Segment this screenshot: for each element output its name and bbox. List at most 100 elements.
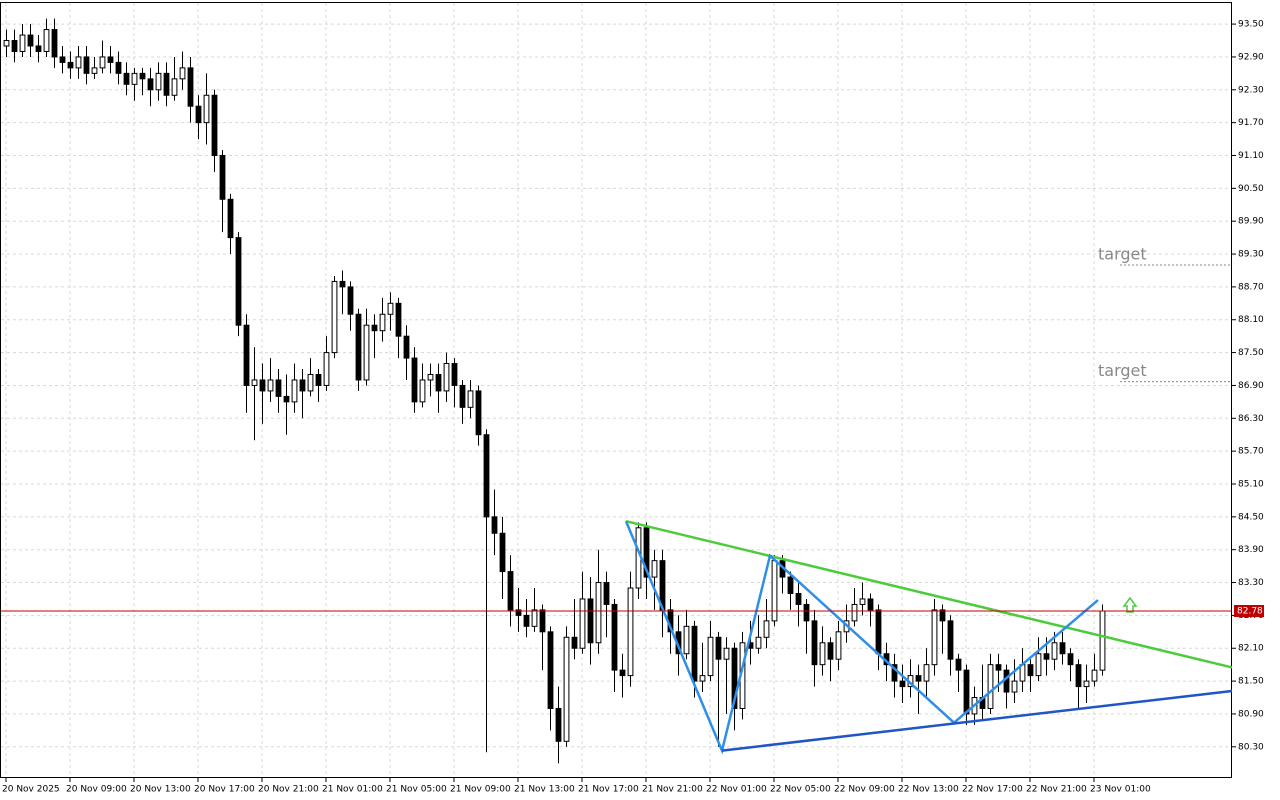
candle-body — [1083, 680, 1090, 688]
y-tick-label: 87.50 — [1238, 348, 1264, 358]
candle-body — [547, 631, 554, 709]
y-tick-label: 83.90 — [1238, 545, 1264, 555]
candle-body — [587, 598, 594, 644]
x-tick-label: 21 Nov 17:00 — [578, 785, 639, 795]
candle-body — [611, 603, 618, 671]
candle-body — [91, 67, 98, 74]
candle-body — [555, 707, 562, 742]
candle-body — [1067, 653, 1074, 666]
current-price-box — [1234, 605, 1264, 618]
y-tick-label: 85.10 — [1238, 479, 1264, 489]
candle-body — [59, 56, 66, 63]
candle-body — [787, 576, 794, 594]
candle-body — [763, 620, 770, 638]
candle-body — [1011, 680, 1018, 693]
candle-body — [1035, 653, 1042, 677]
candle-body — [163, 72, 170, 96]
candle-body — [955, 658, 962, 671]
candle-body — [155, 72, 162, 91]
candle-body — [803, 603, 810, 622]
candle-body — [1091, 669, 1098, 682]
candle-body — [35, 45, 42, 52]
candle-body — [355, 313, 362, 381]
candle-body — [619, 669, 626, 677]
y-tick-label: 89.90 — [1238, 217, 1264, 227]
candle-body — [43, 29, 50, 52]
candle-body — [531, 609, 538, 627]
candle-body — [315, 373, 322, 386]
x-tick-label: 21 Nov 21:00 — [642, 785, 703, 795]
candle-body — [243, 324, 250, 386]
candle-body — [483, 434, 490, 518]
candle-body — [443, 363, 450, 392]
candle-body — [851, 603, 858, 622]
candle-body — [3, 40, 10, 47]
y-tick-label: 90.50 — [1238, 184, 1264, 194]
y-tick-label: 86.90 — [1238, 381, 1264, 391]
candle-body — [707, 636, 714, 677]
candle-body — [379, 313, 386, 332]
candle-body — [363, 324, 370, 381]
candle-body — [467, 390, 474, 408]
candle-body — [1027, 664, 1034, 677]
candle-body — [347, 286, 354, 315]
y-tick-label: 88.70 — [1238, 282, 1264, 292]
candle-body — [811, 620, 818, 666]
candle-body — [339, 280, 346, 288]
candle-body — [275, 379, 282, 397]
candle-body — [435, 373, 442, 392]
candle-body — [331, 280, 338, 354]
x-tick-label: 20 Nov 21:00 — [258, 785, 319, 795]
candle-body — [75, 56, 82, 69]
y-tick-label: 88.10 — [1238, 315, 1264, 325]
candle-body — [251, 379, 258, 386]
y-tick-label: 86.30 — [1238, 414, 1264, 424]
up-arrow — [1122, 596, 1138, 613]
candle-body — [947, 620, 954, 660]
y-tick-label: 80.90 — [1238, 709, 1264, 719]
y-tick-label: 93.50 — [1238, 20, 1264, 30]
candle-body — [451, 363, 458, 386]
candle-body — [507, 571, 514, 611]
y-tick-label: 84.50 — [1238, 512, 1264, 522]
x-tick-label: 22 Nov 09:00 — [834, 785, 895, 795]
x-tick-label: 22 Nov 21:00 — [1026, 785, 1087, 795]
candle-body — [603, 582, 610, 605]
candle-body — [371, 324, 378, 332]
candle-body — [27, 34, 34, 47]
candle-body — [107, 56, 114, 63]
candle-body — [419, 379, 426, 403]
candle-body — [291, 379, 298, 403]
y-tick-label: 80.30 — [1238, 742, 1264, 752]
y-tick-label: 85.70 — [1238, 447, 1264, 457]
candle-body — [499, 532, 506, 573]
candle-body — [179, 67, 186, 80]
candle-body — [1075, 664, 1082, 688]
candle-body — [643, 527, 650, 578]
x-tick-label: 20 Nov 17:00 — [194, 785, 255, 795]
candle-body — [691, 625, 698, 682]
candle-body — [283, 395, 290, 403]
candle-body — [307, 373, 314, 392]
y-tick-label: 91.70 — [1238, 118, 1264, 128]
candle-body — [795, 592, 802, 605]
candle-body — [19, 34, 26, 52]
candle-body — [211, 94, 218, 156]
candle-body — [99, 56, 106, 69]
candle-body — [515, 609, 522, 616]
x-tick-label: 20 Nov 2025 — [2, 785, 60, 795]
candle-body — [67, 61, 74, 69]
candle-body — [891, 664, 898, 682]
candle-body — [827, 642, 834, 660]
candle-body — [875, 609, 882, 655]
candle-body — [523, 614, 530, 627]
candle-body — [987, 664, 994, 709]
target-label: target — [1098, 244, 1147, 263]
candle-body — [915, 675, 922, 682]
y-tick-label: 81.50 — [1238, 677, 1264, 687]
candle-body — [755, 636, 762, 649]
candle-body — [963, 669, 970, 715]
trend-line — [625, 520, 1233, 669]
x-tick-label: 22 Nov 05:00 — [770, 785, 831, 795]
